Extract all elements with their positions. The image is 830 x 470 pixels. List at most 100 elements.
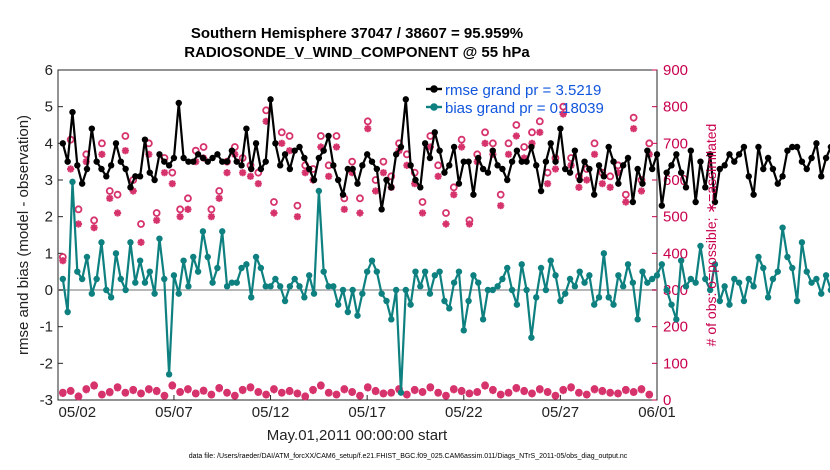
rmse-point [818,173,825,180]
bias-point [262,283,269,290]
rmse-point [354,180,361,187]
obs-assimilated-point [176,213,184,221]
rmse-point [228,147,236,154]
obs-possible-point [481,128,489,137]
rmse-point [513,147,521,154]
bias-point [629,279,637,286]
bias-point [136,257,144,264]
y-tick-label: -2 [40,355,53,372]
rmse-point [286,165,294,173]
obs-assimilated-point [645,391,653,399]
rmse-point [136,173,144,180]
bias-point [798,239,806,246]
obs-possible-point [528,128,536,137]
obs-possible-point [418,198,427,206]
legend-bias-label: bias grand pr = 0.18039 [445,100,604,117]
obs-assimilated-point [223,169,231,177]
rmse-point [813,140,820,147]
rmse-point [595,162,603,169]
rmse-point [576,176,583,184]
rmse-point [209,154,216,162]
obs-assimilated-point [348,388,356,396]
rmse-point [798,158,806,165]
bias-point [69,178,76,186]
x-axis-label: May.01,2011 00:00:00 start [267,427,448,444]
obs-assimilated-point [90,382,98,390]
bias-point [349,286,356,294]
rmse-point [523,158,530,165]
rmse-point [233,158,240,165]
obs-possible-point [621,190,630,199]
rmse-point [533,162,540,169]
bias-point [586,272,593,279]
obs-assimilated-point [606,389,614,397]
obs-assimilated-point [551,165,560,173]
obs-assimilated-point [293,213,302,221]
rmse-point [441,169,448,176]
obs-assimilated-point [340,386,348,394]
bias-point [523,286,530,294]
obs-assimilated-point [497,202,505,210]
bias-point [731,275,738,283]
obs-possible-point [379,157,388,166]
bias-point [194,268,202,275]
legend-rmse-marker [430,85,438,93]
rmse-point [460,158,467,165]
obs-assimilated-point [325,389,333,397]
bias-point [499,275,506,283]
y-tick-label: 5 [45,99,53,116]
obs-possible-point [434,161,443,170]
rmse-point [214,151,221,158]
rmse-point [373,165,381,173]
bias-point [793,297,801,305]
bias-point [373,268,381,275]
rmse-point [83,165,91,173]
rmse-point [692,198,699,206]
bias-point [383,297,390,305]
bias-point [320,268,327,275]
rmse-point [562,165,569,173]
y-tick-label: 0 [45,282,53,299]
obs-assimilated-point [106,389,114,397]
obs-assimilated-point [293,390,302,398]
obs-assimilated-point [544,388,552,396]
obs-assimilated-point [567,384,575,392]
y-right-tick-label: 700 [663,135,688,152]
bias-point [185,283,192,290]
rmse-point [769,165,777,173]
bias-point [750,283,757,290]
bias-point [219,228,226,235]
obs-assimilated-point [332,143,341,151]
y-right-tick-label: 400 [663,245,688,262]
bias-point [397,389,405,396]
obs-assimilated-point [356,392,364,400]
rmse-point [310,176,318,184]
obs-assimilated-point [168,382,176,390]
rmse-point [257,165,265,173]
rmse-point [378,206,385,213]
bias-point [402,286,410,294]
obs-assimilated-point [630,388,638,396]
bias-point [421,268,429,275]
obs-assimilated-point [551,392,560,400]
rmse-point [291,147,298,154]
obs-assimilated-point [223,389,231,397]
rmse-point [489,147,496,154]
rmse-point [663,169,670,176]
obs-possible-point [199,143,208,151]
bias-point [789,264,796,272]
obs-assimilated-point [528,390,536,398]
obs-assimilated-point [176,388,184,396]
obs-assimilated-point [520,387,528,396]
obs-possible-point [332,132,341,140]
bias-point [479,316,487,323]
obs-assimilated-point [285,387,294,396]
bias-point [161,275,168,283]
bias-point [528,334,535,341]
obs-assimilated-point [129,187,137,195]
obs-possible-point [504,139,513,148]
rmse-point [648,165,656,173]
bias-point [542,286,550,294]
bias-point [204,253,211,261]
